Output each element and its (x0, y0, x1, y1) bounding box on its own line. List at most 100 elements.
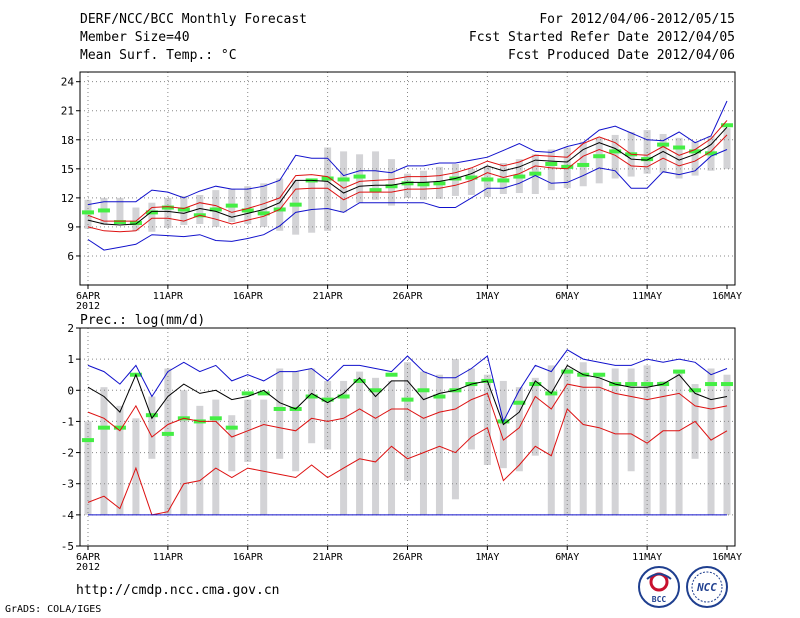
temperature-ensemble-marker (529, 171, 542, 176)
temperature-ensemble-marker (161, 205, 174, 210)
temperature-ensemble-marker (481, 177, 494, 182)
precipitation-y-tick-label: -4 (61, 509, 75, 522)
precipitation-spread-box (451, 359, 459, 500)
temperature-spread-box (148, 202, 156, 232)
temperature-y-tick-label: 6 (67, 250, 74, 263)
temperature-spread-box (691, 141, 699, 176)
temperature-spread-box (467, 168, 475, 195)
temperature-ensemble-marker (609, 149, 622, 154)
precipitation-y-tick-label: 2 (67, 322, 74, 335)
precipitation-ensemble-marker (273, 406, 286, 411)
precipitation-spread-box (515, 387, 523, 472)
temperature-ensemble-marker (721, 123, 734, 128)
precipitation-spread-box (404, 362, 411, 481)
precipitation-y-tick-label: -2 (61, 447, 74, 460)
precipitation-ensemble-marker (529, 382, 542, 387)
precipitation-ensemble-marker (641, 382, 654, 387)
temperature-ensemble-marker (545, 161, 558, 166)
precipitation-x-tick-sublabel: 2012 (76, 562, 100, 573)
precipitation-spread-box (419, 371, 427, 515)
precipitation-spread-box (659, 380, 667, 515)
forecast-started-date: Fcst Started Refer Date 2012/04/05 (468, 30, 735, 45)
ncc-logo: NCC (686, 566, 728, 608)
temperature-spread-box (308, 179, 316, 233)
temperature-ensemble-marker (337, 177, 350, 182)
forecast-period: For 2012/04/06-2012/05/15 (539, 12, 735, 27)
precipitation-ensemble-marker (337, 394, 350, 399)
temperature-spread-box (723, 128, 731, 169)
precipitation-spread-box (467, 368, 475, 450)
temperature-y-tick-label: 24 (61, 76, 75, 89)
precipitation-ensemble-marker (241, 391, 254, 396)
precipitation-spread-box (531, 377, 539, 456)
forecast-produced-date: Fcst Produced Date 2012/04/06 (508, 48, 735, 63)
temperature-mean-line (87, 126, 728, 226)
precipitation-spread-box (276, 368, 284, 459)
temperature-x-tick-label: 21APR (313, 291, 344, 302)
temperature-ensemble-marker (241, 208, 254, 213)
temperature-ensemble-marker (129, 221, 142, 226)
temperature-ensemble-marker (369, 188, 382, 193)
temperature-ensemble-marker (577, 162, 590, 167)
temperature-x-tick-sublabel: 2012 (76, 301, 100, 312)
precipitation-spread-box (260, 399, 268, 515)
precipitation-spread-box (483, 374, 491, 466)
temperature-x-tick-label: 6MAY (555, 291, 579, 302)
website-url[interactable]: http://cmdp.ncc.cma.gov.cn (76, 583, 280, 598)
temperature-spread-box (116, 197, 124, 223)
member-size: Member Size=40 (80, 30, 190, 45)
temperature-x-tick-label: 26APR (392, 291, 423, 302)
temperature-ensemble-marker (433, 181, 446, 186)
temperature-spread-box (372, 151, 380, 200)
precipitation-x-tick-label: 21APR (313, 552, 344, 563)
precipitation-ensemble-marker (513, 400, 526, 405)
precipitation-spread-box (340, 380, 348, 515)
precipitation-spread-box (611, 368, 619, 515)
temperature-spread-box (324, 147, 332, 231)
precipitation-spread-box (212, 399, 220, 515)
precipitation-ensemble-marker (257, 391, 270, 396)
precipitation-x-tick-label: 11MAY (632, 552, 662, 563)
temperature-ensemble-marker (257, 211, 270, 216)
precipitation-spread-box (148, 396, 156, 459)
temperature-ensemble-marker (81, 210, 94, 215)
temperature-y-tick-label: 12 (61, 192, 74, 205)
temperature-ensemble-marker (465, 175, 478, 180)
precipitation-ensemble-marker (401, 397, 414, 402)
precipitation-spread-box (723, 374, 731, 515)
temperature-ensemble-marker (593, 154, 606, 159)
temperature-ensemble-marker (145, 210, 158, 215)
precipitation-x-tick-label: 16APR (233, 552, 264, 563)
temperature-variable-label: Mean Surf. Temp.: °C (80, 48, 237, 63)
precipitation-ensemble-marker (305, 394, 318, 399)
precipitation-ensemble-marker (209, 416, 222, 421)
precipitation-spread-box (435, 374, 443, 515)
precipitation-spread-box (100, 387, 108, 515)
precipitation-spread-box (116, 405, 124, 515)
precipitation-y-tick-label: 0 (67, 384, 74, 397)
precipitation-spread-box (356, 371, 364, 515)
temperature-x-tick-label: 16MAY (712, 291, 742, 302)
temperature-upper-line (87, 100, 728, 206)
temperature-spread-box (388, 159, 396, 206)
precipitation-ensemble-marker (689, 388, 702, 393)
temperature-ensemble-marker (97, 208, 110, 213)
temperature-ensemble-marker (353, 174, 366, 179)
temperature-spread-box (659, 133, 667, 173)
ncc-logo-text: NCC (696, 581, 717, 594)
precipitation-mean-line (87, 364, 728, 426)
precipitation-ensemble-marker (369, 388, 382, 393)
temperature-spread-box (547, 149, 555, 191)
temperature-ensemble-marker (689, 149, 702, 154)
temperature-spread-box (643, 130, 651, 174)
precipitation-x-tick-label: 1MAY (475, 552, 499, 563)
precipitation-ensemble-marker (561, 369, 574, 374)
temperature-spread-box (244, 186, 252, 225)
precipitation-y-tick-label: -3 (61, 478, 74, 491)
temperature-ensemble-marker (641, 157, 654, 162)
precipitation-spread-box (228, 415, 236, 472)
grads-credit: GrADS: COLA/IGES (5, 604, 102, 615)
